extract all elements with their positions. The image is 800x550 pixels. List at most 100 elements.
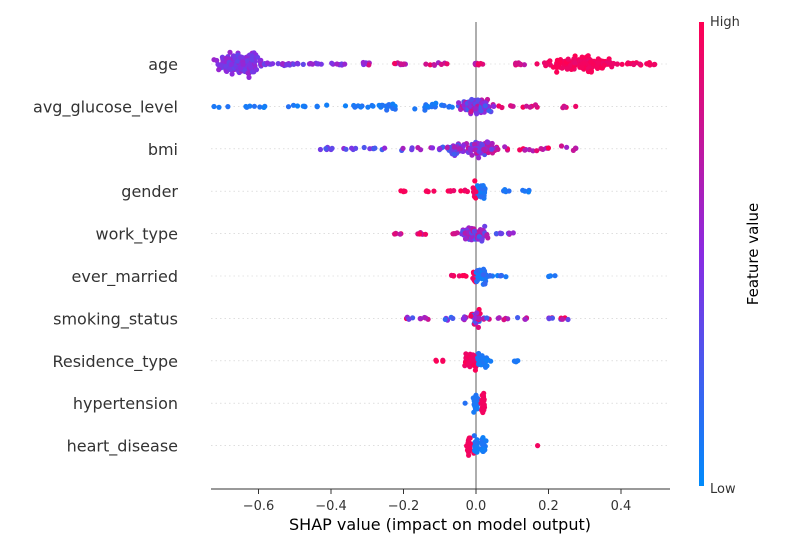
point-bmi — [489, 146, 495, 152]
point-age — [652, 61, 658, 67]
point-bmi — [451, 151, 457, 157]
point-age — [444, 61, 450, 67]
point-age — [590, 61, 596, 67]
point-hypertension — [480, 396, 486, 402]
point-heart_disease — [464, 443, 470, 449]
point-age — [614, 61, 621, 67]
point-bmi — [329, 145, 335, 151]
point-bmi — [349, 145, 355, 151]
point-ever_married — [503, 274, 509, 280]
point-avg_glucose_level — [486, 108, 492, 114]
point-bmi — [371, 146, 377, 152]
point-smoking_status — [565, 316, 571, 323]
point-gender — [448, 188, 454, 194]
point-avg_glucose_level — [251, 103, 257, 109]
point-bmi — [361, 144, 367, 151]
point-avg_glucose_level — [491, 103, 497, 109]
point-avg_glucose_level — [324, 102, 330, 108]
point-age — [214, 57, 220, 64]
x-tick-label: −0.4 — [315, 499, 347, 514]
point-gender — [522, 188, 528, 194]
point-ever_married — [546, 273, 552, 279]
point-heart_disease — [481, 441, 487, 447]
point-gender — [480, 183, 486, 189]
point-avg_glucose_level — [441, 103, 447, 109]
point-heart_disease — [466, 436, 472, 442]
point-age — [554, 64, 560, 71]
point-bmi — [444, 145, 450, 151]
feature-label-age: age — [148, 55, 178, 74]
point-bmi — [415, 145, 421, 151]
point-age — [245, 70, 251, 76]
row-guides — [211, 63, 670, 446]
point-bmi — [409, 145, 415, 151]
point-gender — [472, 178, 478, 184]
point-avg_glucose_level — [380, 102, 386, 108]
point-avg_glucose_level — [314, 103, 320, 109]
point-work_type — [482, 223, 488, 229]
point-age — [244, 58, 250, 64]
point-age — [240, 61, 246, 67]
point-age — [300, 61, 306, 67]
point-gender — [481, 190, 488, 196]
point-bmi — [382, 145, 388, 151]
point-gender — [506, 188, 512, 194]
point-avg_glucose_level — [294, 103, 301, 109]
beeswarm-points — [211, 49, 658, 458]
point-work_type — [510, 230, 516, 236]
point-hypertension — [479, 392, 485, 398]
point-age — [342, 61, 348, 67]
point-avg_glucose_level — [412, 106, 418, 112]
point-age — [270, 61, 276, 67]
point-age — [534, 61, 540, 67]
point-avg_glucose_level — [247, 103, 253, 109]
point-bmi — [530, 148, 536, 154]
point-avg_glucose_level — [243, 103, 249, 110]
point-age — [239, 54, 245, 60]
feature-label-avg_glucose_level: avg_glucose_level — [33, 97, 178, 117]
point-avg_glucose_level — [370, 103, 376, 109]
point-bmi — [545, 145, 552, 151]
point-age — [619, 61, 625, 67]
point-age — [564, 66, 570, 72]
point-avg_glucose_level — [562, 104, 568, 110]
point-avg_glucose_level — [508, 103, 514, 109]
point-age — [219, 62, 225, 69]
point-gender — [502, 187, 508, 193]
point-age — [253, 67, 260, 73]
point-age — [579, 64, 585, 70]
point-age — [227, 49, 233, 55]
point-age — [398, 61, 404, 67]
point-smoking_status — [501, 317, 507, 323]
colorbar-low-label: Low — [710, 482, 736, 497]
point-bmi — [538, 146, 544, 152]
point-avg_glucose_level — [365, 104, 371, 110]
point-hypertension — [474, 406, 480, 412]
point-smoking_status — [450, 315, 456, 321]
x-axis-title: SHAP value (impact on model output) — [289, 515, 591, 534]
feature-label-hypertension: hypertension — [73, 394, 178, 413]
point-avg_glucose_level — [456, 100, 462, 106]
point-work_type — [499, 230, 505, 237]
point-age — [431, 62, 437, 68]
point-ever_married — [480, 272, 486, 278]
point-age — [275, 61, 281, 67]
point-bmi — [522, 147, 528, 153]
point-age — [229, 71, 235, 77]
point-work_type — [462, 236, 469, 242]
point-avg_glucose_level — [473, 106, 479, 112]
point-avg_glucose_level — [499, 104, 505, 111]
point-ever_married — [480, 266, 487, 272]
point-smoking_status — [461, 315, 468, 322]
point-avg_glucose_level — [290, 102, 297, 108]
x-axis-ticks: −0.6 −0.4 −0.2 0.0 0.2 0.4 — [243, 489, 631, 514]
point-smoking_status — [522, 316, 528, 322]
point-hypertension — [479, 407, 485, 413]
point-age — [255, 54, 261, 60]
point-bmi — [317, 146, 323, 153]
feature-label-smoking_status: smoking_status — [53, 309, 178, 329]
point-ever_married — [552, 273, 558, 279]
point-age — [547, 58, 553, 64]
